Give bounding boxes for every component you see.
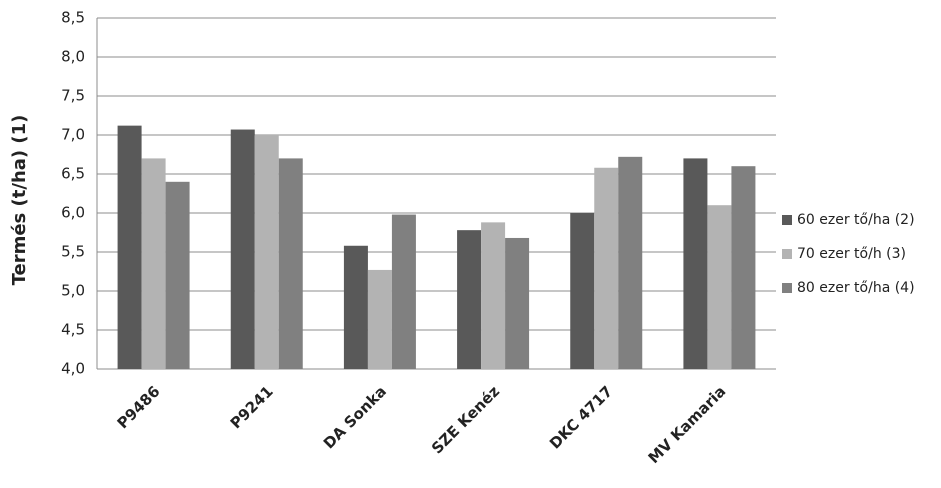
y-tick-label: 5,0 — [61, 282, 85, 300]
x-tick-label: DA Sonka — [320, 382, 390, 452]
legend-label: 70 ezer tő/h (3) — [797, 246, 906, 262]
y-tick-label: 6,5 — [61, 165, 85, 183]
x-tick-label: P9241 — [227, 382, 277, 432]
bar — [254, 135, 279, 369]
bar — [165, 181, 190, 369]
bar — [343, 245, 368, 369]
legend-label: 60 ezer tő/ha (2) — [797, 212, 915, 228]
bar — [707, 205, 732, 369]
legend-swatch — [782, 215, 792, 225]
y-tick-label: 5,5 — [61, 243, 85, 261]
legend-label: 80 ezer tő/ha (4) — [797, 280, 915, 296]
bar — [618, 156, 643, 369]
y-tick-label: 6,0 — [61, 204, 85, 222]
y-tick-label: 7,5 — [61, 87, 85, 105]
bar — [141, 158, 166, 369]
x-tick-label: SZE Kenéz — [428, 382, 503, 457]
bar — [731, 166, 756, 369]
y-axis-label: Termés (t/ha) (1) — [9, 115, 30, 286]
bar — [457, 230, 482, 369]
bar — [230, 129, 255, 369]
y-tick-label: 7,0 — [61, 126, 85, 144]
bar — [391, 214, 416, 369]
bar — [367, 269, 392, 369]
legend-swatch — [782, 249, 792, 259]
bar — [505, 237, 530, 369]
y-tick-label: 4,0 — [61, 360, 85, 378]
legend-swatch — [782, 283, 792, 293]
y-tick-label: 4,5 — [61, 321, 85, 339]
x-tick-label: DKC 4717 — [546, 382, 616, 452]
x-tick-label: MV Kamaria — [645, 382, 730, 467]
bar — [594, 167, 619, 369]
bar — [117, 125, 142, 369]
y-tick-label: 8,0 — [61, 48, 85, 66]
bar — [278, 158, 303, 369]
x-tick-label: P9486 — [114, 382, 164, 432]
y-tick-label: 8,5 — [61, 9, 85, 27]
bar — [570, 213, 595, 369]
bar — [683, 158, 708, 369]
bar — [481, 222, 506, 369]
